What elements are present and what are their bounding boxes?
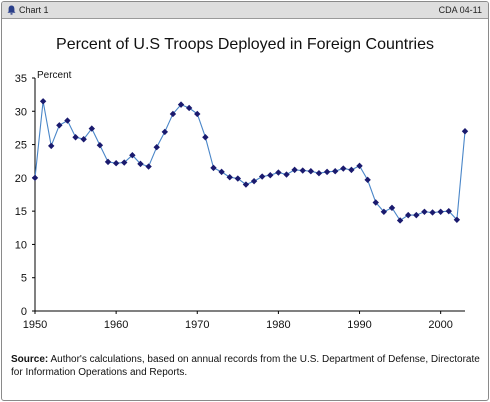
data-point xyxy=(137,160,144,168)
data-point xyxy=(299,167,306,174)
data-point xyxy=(72,134,79,141)
data-point xyxy=(234,175,242,182)
source-note: Source: Author's calculations, based on … xyxy=(11,353,481,379)
data-point xyxy=(218,168,225,176)
data-point xyxy=(80,136,87,143)
header-bar: Chart 1 CDA 04-11 xyxy=(2,2,488,19)
data-point xyxy=(145,163,152,170)
chart-title: Percent of U.S Troops Deployed in Foreig… xyxy=(56,36,434,53)
data-point xyxy=(56,122,63,129)
data-point xyxy=(64,117,71,124)
data-point xyxy=(340,165,347,172)
data-point xyxy=(380,208,388,216)
data-point xyxy=(291,166,298,174)
data-point xyxy=(323,168,331,176)
data-point xyxy=(177,101,185,108)
data-point xyxy=(96,142,104,149)
data-point xyxy=(31,174,39,182)
data-point xyxy=(388,204,396,212)
data-point xyxy=(364,176,371,184)
data-point xyxy=(242,181,250,188)
axes xyxy=(34,78,465,312)
x-tick-label: 1960 xyxy=(104,319,128,331)
data-point xyxy=(356,162,363,170)
data-point xyxy=(275,169,282,176)
data-point xyxy=(405,211,412,219)
source-label: Source: xyxy=(11,354,49,365)
data-point xyxy=(461,128,469,135)
series-group xyxy=(31,98,469,224)
data-point xyxy=(129,152,136,159)
data-point xyxy=(283,171,290,178)
ticks: 0 5 10 15 20 25 30 35 1950 1960 1970 1980 1990 2000 xyxy=(15,73,453,331)
y-tick-label: 25 xyxy=(15,140,27,152)
x-tick-label: 1990 xyxy=(347,319,371,331)
data-point xyxy=(429,209,436,216)
chart-label-text: Chart 1 xyxy=(19,5,49,15)
x-tick-label: 1950 xyxy=(23,319,47,331)
y-tick-label: 35 xyxy=(15,73,27,85)
y-tick-label: 0 xyxy=(21,306,27,318)
data-point xyxy=(331,168,339,175)
data-point xyxy=(396,217,404,224)
data-point xyxy=(121,159,128,166)
data-point xyxy=(202,134,209,141)
data-point xyxy=(267,171,274,179)
series-line xyxy=(34,101,466,222)
data-point xyxy=(104,158,112,166)
data-point xyxy=(315,169,323,177)
data-point xyxy=(348,166,355,174)
x-tick-label: 1970 xyxy=(185,319,209,331)
y-tick-label: 15 xyxy=(15,206,27,218)
chart-code: CDA 04-11 xyxy=(438,5,482,15)
data-point xyxy=(453,216,461,223)
x-tick-label: 1980 xyxy=(266,319,290,331)
data-point xyxy=(161,128,169,136)
data-point xyxy=(194,110,201,118)
chart-label: Chart 1 xyxy=(7,4,49,16)
data-point xyxy=(307,168,315,175)
data-point xyxy=(112,160,120,167)
data-point xyxy=(437,208,444,216)
y-tick-label: 30 xyxy=(15,106,27,118)
data-point xyxy=(250,177,258,185)
data-point xyxy=(226,173,233,181)
y-tick-label: 10 xyxy=(15,239,27,251)
bell-icon xyxy=(7,5,16,15)
data-point xyxy=(413,211,420,219)
data-point xyxy=(258,173,266,180)
data-point xyxy=(185,104,193,112)
y-tick-label: 20 xyxy=(15,173,27,185)
y-tick-label: 5 xyxy=(21,273,27,285)
data-point xyxy=(39,98,47,105)
data-point xyxy=(48,142,55,150)
data-point xyxy=(169,110,177,118)
data-point xyxy=(210,164,217,172)
y-axis-label: Percent xyxy=(37,70,72,81)
data-point xyxy=(153,144,160,151)
data-point xyxy=(88,125,95,132)
x-tick-label: 2000 xyxy=(428,319,452,331)
data-point xyxy=(421,208,428,216)
data-point xyxy=(372,199,379,206)
data-point xyxy=(445,207,452,215)
source-text: Author's calculations, based on annual r… xyxy=(11,354,480,378)
